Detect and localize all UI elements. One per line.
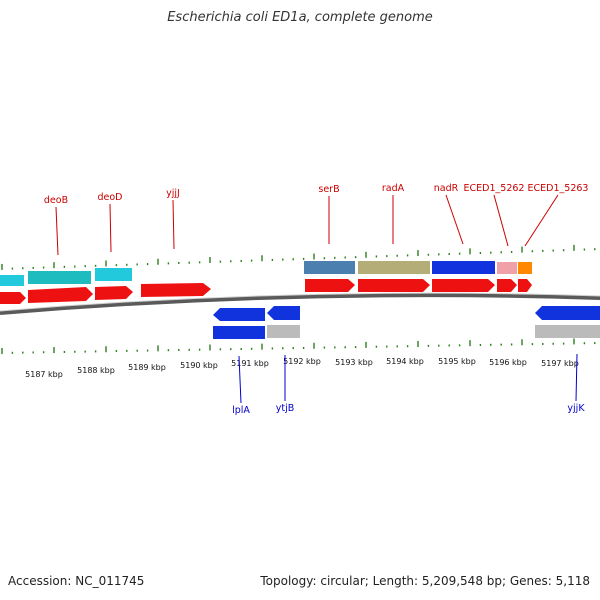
gene-label-ECED1_5262[interactable]: ECED1_5262 — [464, 183, 525, 194]
label-leader-line — [493, 194, 509, 247]
feature-cyan-left[interactable] — [0, 275, 24, 286]
feature-serB-bar[interactable] — [304, 261, 355, 274]
cds-arrow-radA[interactable] — [358, 279, 430, 292]
kbp-tick-label: 5195 kbp — [438, 357, 476, 366]
lower-feature-row — [213, 325, 600, 339]
map-title: Escherichia coli ED1a, complete genome — [167, 10, 433, 25]
kbp-tick-label: 5190 kbp — [180, 361, 218, 370]
cds-arrow-deoD[interactable] — [95, 286, 133, 300]
cds-arrow-yjjK[interactable] — [535, 306, 600, 320]
cds-arrow-lplA[interactable] — [213, 308, 265, 321]
feature-yjjK-bar[interactable] — [535, 325, 600, 338]
gene-label-deoB[interactable]: deoB — [44, 195, 68, 206]
kbp-tick-label: 5191 kbp — [231, 359, 269, 368]
forward-cds-row — [0, 279, 532, 304]
gene-label-ytjB[interactable]: ytjB — [276, 403, 295, 414]
top-tick-row — [1, 244, 596, 270]
gene-label-yjjJ[interactable]: yjjJ — [166, 188, 180, 199]
feature-ECED1_5262-bar[interactable] — [497, 262, 517, 274]
label-leader-line — [109, 203, 112, 253]
gene-label-lplA[interactable]: lplA — [232, 405, 250, 416]
accession-text: Accession: NC_011745 — [8, 574, 145, 588]
gene-label-radA[interactable]: radA — [382, 183, 405, 194]
kbp-tick-label: 5194 kbp — [386, 357, 424, 366]
genome-backbone-highlight — [0, 292, 600, 312]
cds-arrow-ytjB[interactable] — [267, 306, 300, 320]
cds-arrow-yjjJ[interactable] — [141, 283, 211, 297]
feature-deoD-bar[interactable] — [95, 268, 132, 281]
cds-arrow-nadR[interactable] — [432, 279, 495, 292]
feature-lplA-bar[interactable] — [213, 326, 265, 339]
kbp-tick-label: 5193 kbp — [335, 358, 373, 367]
kbp-tick-label: 5196 kbp — [489, 358, 527, 367]
gene-label-deoD[interactable]: deoD — [97, 192, 122, 203]
kbp-scale: 5187 kbp 5188 kbp 5189 kbp 5190 kbp 5191 kbp… — [25, 357, 579, 379]
genome-summary-text: Topology: circular; Length: 5,209,548 bp… — [260, 574, 590, 588]
label-leader-line — [172, 199, 175, 250]
feature-nadR-bar[interactable] — [432, 261, 495, 274]
gene-label-yjjK[interactable]: yjjK — [567, 403, 585, 414]
feature-ECED1_5263-bar[interactable] — [518, 262, 532, 274]
kbp-tick-label: 5197 kbp — [541, 359, 579, 368]
cds-arrow-1[interactable] — [0, 292, 26, 304]
bottom-tick-row — [1, 338, 596, 354]
label-leader-line — [238, 355, 242, 404]
top-gene-labels: deoB deoD yjjJ serB radA nadR ECED1_5262 ECED1_… — [44, 183, 589, 256]
gene-label-nadR[interactable]: nadR — [434, 183, 459, 194]
feature-deoB-bar[interactable] — [28, 271, 91, 284]
cds-arrow-serB[interactable] — [305, 279, 355, 292]
feature-ytjB-bar[interactable] — [267, 325, 300, 338]
kbp-tick-label: 5189 kbp — [128, 363, 166, 372]
cds-arrow-deoB[interactable] — [28, 287, 93, 303]
bottom-gene-labels: lplA ytjB yjjK — [232, 353, 585, 416]
reverse-cds-row — [213, 306, 600, 321]
kbp-tick-label: 5192 kbp — [283, 357, 321, 366]
gene-label-ECED1_5263[interactable]: ECED1_5263 — [528, 183, 589, 194]
genome-backbone — [0, 293, 600, 315]
label-leader-line — [55, 206, 59, 256]
kbp-tick-label: 5188 kbp — [77, 366, 115, 375]
cds-arrow-ECED1_5262[interactable] — [497, 279, 517, 292]
label-leader-line — [524, 194, 559, 247]
cds-arrow-ECED1_5263[interactable] — [518, 279, 532, 292]
label-leader-line — [445, 194, 464, 245]
feature-radA-bar[interactable] — [358, 261, 430, 274]
kbp-tick-label: 5187 kbp — [25, 370, 63, 379]
upper-feature-row — [0, 261, 532, 286]
gene-label-serB[interactable]: serB — [318, 184, 339, 195]
label-leader-line — [575, 353, 578, 402]
